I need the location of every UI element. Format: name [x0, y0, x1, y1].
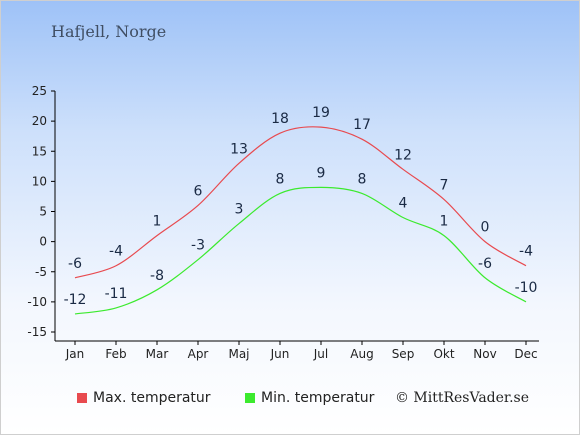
y-tick-label: 15 [32, 144, 47, 158]
x-tick-label: Jan [65, 347, 85, 361]
x-tick-label: Jul [313, 347, 328, 361]
data-label-max: 13 [230, 141, 248, 157]
data-label-min: -10 [515, 280, 538, 296]
legend-label-max: Max. temperatur [93, 390, 211, 406]
x-tick-label: Okt [433, 347, 454, 361]
data-label-min: -6 [478, 256, 492, 272]
y-tick-label: 5 [39, 205, 47, 219]
y-tick-label: 10 [32, 174, 47, 188]
x-tick-label: Maj [228, 347, 249, 361]
site-credit: © MittResVader.se [394, 390, 529, 406]
data-label-max: 7 [440, 177, 449, 193]
data-label-max: 12 [394, 147, 412, 163]
data-label-min: -8 [150, 268, 164, 284]
chart-title: Hafjell, Norge [51, 22, 167, 41]
y-tick-label: -5 [35, 265, 47, 279]
legend-label-min: Min. temperatur [261, 390, 375, 406]
y-tick-label: 0 [39, 235, 47, 249]
x-tick-label: Apr [188, 347, 209, 361]
legend-swatch-max [77, 393, 87, 403]
data-label-max: 18 [271, 111, 289, 127]
y-tick-label: 25 [32, 84, 47, 98]
data-label-min: -12 [64, 292, 87, 308]
y-tick-label: -10 [27, 295, 47, 309]
x-tick-label: Nov [473, 347, 496, 361]
x-tick-label: Aug [350, 347, 373, 361]
legend-item-max: Max. temperatur [77, 390, 211, 406]
x-tick-label: Jun [270, 347, 290, 361]
data-label-max: 1 [153, 214, 162, 230]
data-label-max: -4 [519, 244, 533, 260]
x-tick-label: Sep [392, 347, 415, 361]
data-label-max: -4 [109, 244, 123, 260]
data-label-min: 4 [399, 196, 408, 212]
x-tick-label: Mar [146, 347, 169, 361]
legend-item-min: Min. temperatur [245, 390, 374, 406]
y-tick-label: 20 [32, 114, 47, 128]
data-label-min: 1 [440, 214, 449, 230]
data-label-max: 0 [481, 220, 490, 236]
data-label-max: 17 [353, 117, 371, 133]
series-line-min [74, 186, 527, 315]
legend-swatch-min [245, 393, 255, 403]
data-label-min: -11 [105, 286, 128, 302]
data-label-min: 8 [358, 171, 367, 187]
series-line-max [74, 126, 527, 279]
x-tick-label: Dec [514, 347, 537, 361]
data-label-min: 9 [317, 165, 326, 181]
data-label-min: 8 [276, 171, 285, 187]
data-label-max: 6 [194, 183, 203, 199]
data-label-max: -6 [68, 256, 82, 272]
x-tick-label: Feb [105, 347, 126, 361]
data-label-min: -3 [191, 238, 205, 254]
data-label-max: 19 [312, 105, 330, 121]
data-label-min: 3 [235, 202, 244, 218]
y-tick-label: -15 [27, 325, 47, 339]
